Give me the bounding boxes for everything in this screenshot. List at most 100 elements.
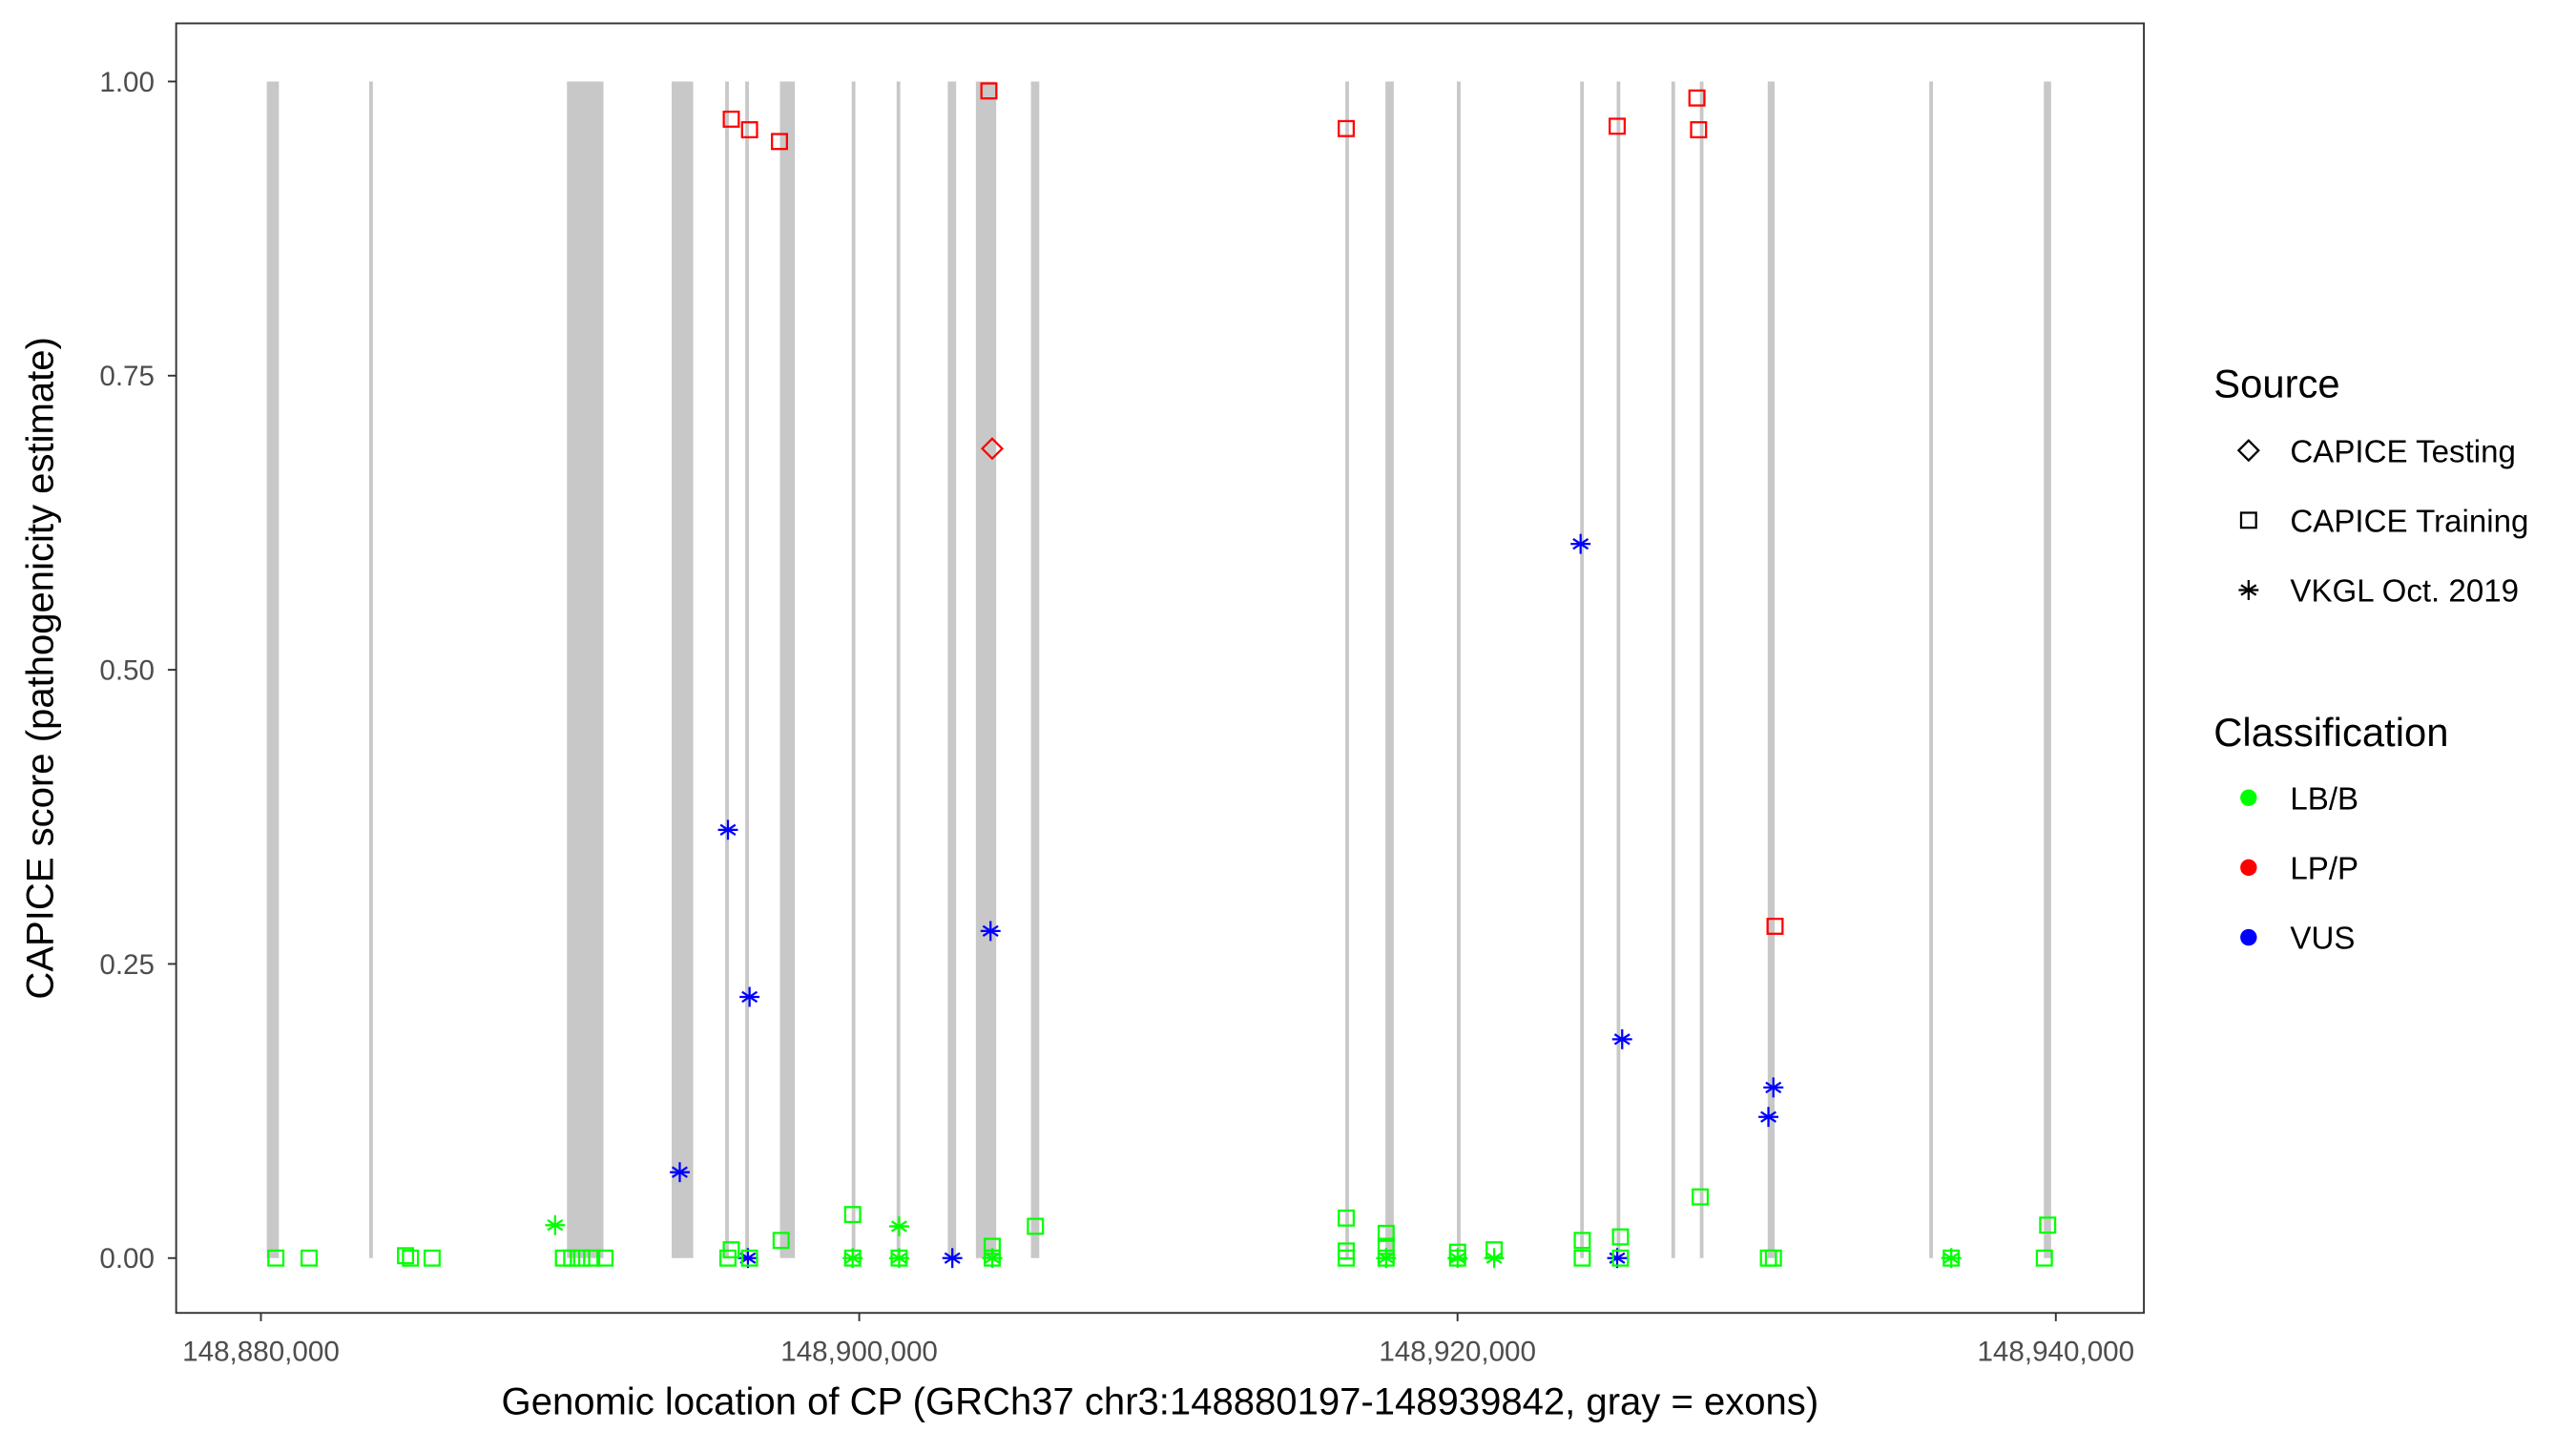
exon-bar — [745, 81, 749, 1258]
data-point — [1766, 917, 1784, 935]
data-point — [843, 1206, 862, 1224]
data-point — [596, 1249, 614, 1267]
x-tick-label: 148,920,000 — [1379, 1337, 1536, 1368]
exon-bar — [851, 81, 856, 1258]
exon-bar — [725, 81, 729, 1258]
data-point — [545, 1214, 566, 1235]
data-point — [717, 819, 738, 840]
data-point — [984, 1249, 1001, 1267]
exon-bar — [671, 81, 694, 1258]
data-point — [980, 437, 1005, 461]
data-point — [1485, 1241, 1504, 1259]
data-point — [843, 1249, 862, 1267]
data-point — [2039, 1216, 2057, 1234]
exon-bar — [2044, 81, 2051, 1258]
legend-source-label: VKGL Oct. 2019 — [2290, 574, 2519, 610]
data-point — [1611, 1028, 1632, 1049]
data-point — [942, 1248, 963, 1269]
data-point — [1688, 89, 1706, 107]
legend-dot-icon — [2240, 859, 2257, 877]
legend-source-label: CAPICE Training — [2290, 505, 2528, 540]
y-axis-title: CAPICE score (pathogenicity estimate) — [20, 337, 62, 999]
data-point — [888, 1215, 909, 1236]
data-point — [572, 1249, 591, 1267]
exon-bar — [1580, 81, 1585, 1258]
data-point — [890, 1249, 908, 1267]
x-axis-title: Genomic location of CP (GRCh37 chr3:1488… — [502, 1380, 1819, 1422]
x-axis: 148,880,000 148,900,000 148,920,000 148,940… — [182, 1313, 2134, 1368]
legend-square-icon — [2239, 511, 2257, 529]
data-point — [583, 1249, 601, 1267]
y-axis: 0.00 0.25 0.50 0.75 1.00 — [99, 67, 177, 1275]
data-point — [980, 82, 998, 100]
legend-class-label: LP/P — [2290, 852, 2358, 887]
exon-bars — [266, 81, 2051, 1258]
data-points — [267, 82, 2057, 1269]
data-point — [670, 1162, 690, 1183]
data-point — [771, 133, 788, 151]
data-point — [722, 1241, 740, 1259]
data-point — [2035, 1249, 2053, 1267]
data-point — [423, 1249, 441, 1267]
data-point — [1338, 1209, 1356, 1227]
data-point — [1573, 1232, 1591, 1250]
data-point — [267, 1249, 285, 1267]
exon-bar — [975, 81, 997, 1258]
data-point — [1448, 1249, 1466, 1267]
exon-bar — [947, 81, 957, 1258]
legend-source-title: Source — [2213, 361, 2339, 405]
exon-bar — [266, 81, 280, 1258]
exon-bar — [1385, 81, 1394, 1258]
x-tick-label: 148,940,000 — [1977, 1337, 2134, 1368]
x-tick-label: 148,900,000 — [780, 1337, 938, 1368]
data-point — [980, 921, 1001, 942]
legend-source-label: CAPICE Testing — [2290, 434, 2516, 469]
data-point — [1573, 1249, 1591, 1267]
y-tick-label: 0.50 — [99, 655, 155, 687]
legend-dot-icon — [2240, 789, 2257, 806]
data-point — [1611, 1249, 1630, 1267]
data-point — [1377, 1237, 1395, 1255]
exon-bar — [1929, 81, 1933, 1258]
data-point — [563, 1249, 581, 1267]
data-point — [397, 1247, 415, 1265]
exon-bar — [1616, 81, 1621, 1258]
exon-bar — [1671, 81, 1675, 1258]
exon-bar — [896, 81, 901, 1258]
legend-class-label: VUS — [2290, 922, 2355, 957]
y-tick-label: 1.00 — [99, 67, 155, 98]
data-point — [984, 1237, 1001, 1255]
exon-bar — [1345, 81, 1349, 1258]
data-point — [1570, 533, 1591, 554]
data-point — [1758, 1107, 1778, 1128]
legend-class-label: LB/B — [2290, 781, 2358, 817]
data-point — [722, 110, 740, 128]
exon-bar — [1030, 81, 1040, 1258]
data-point — [1692, 1188, 1710, 1206]
x-tick-label: 148,880,000 — [182, 1337, 340, 1368]
data-point — [1338, 119, 1356, 137]
data-point — [1609, 117, 1626, 135]
data-point — [772, 1232, 790, 1250]
plot-panel — [175, 22, 2146, 1315]
y-tick-label: 0.25 — [99, 949, 155, 981]
exon-bar — [1457, 81, 1461, 1258]
y-tick-label: 0.75 — [99, 361, 155, 392]
data-point — [740, 121, 758, 138]
exon-bar — [1699, 81, 1704, 1258]
exon-bar — [368, 81, 373, 1258]
data-point — [1027, 1217, 1045, 1235]
legend-dot-icon — [2240, 928, 2257, 946]
legend-asterisk-icon — [2238, 580, 2259, 600]
data-point — [301, 1249, 318, 1267]
data-point — [1611, 1228, 1630, 1246]
data-point — [740, 1249, 758, 1267]
data-point — [1377, 1224, 1395, 1242]
data-point — [1377, 1249, 1395, 1267]
data-point — [402, 1249, 420, 1267]
data-point — [1690, 121, 1708, 138]
exon-bar — [779, 81, 796, 1258]
exon-bar — [1767, 81, 1776, 1258]
data-point — [1764, 1249, 1782, 1267]
